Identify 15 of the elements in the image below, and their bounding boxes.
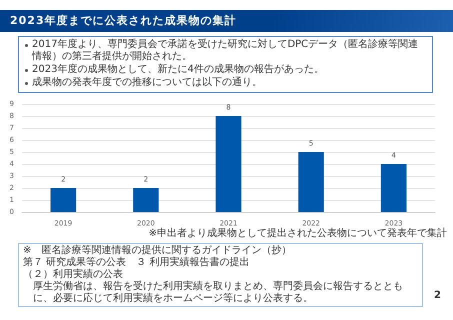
bar — [380, 164, 407, 212]
text: （２）利用実績の公表 — [23, 269, 124, 280]
bar — [216, 116, 242, 212]
text: ※ 匿名診療等関連情報の提供に関するガイドライン（抄） — [23, 245, 292, 256]
text: 成果物の発表年度での推移については以下の通り。 — [32, 77, 262, 89]
text: 2 — [434, 290, 441, 301]
text: ※申出者より成果物として提出された公表物について発表年で集計 — [148, 228, 447, 240]
text: 2017年度より、専門委員会で承諾を受けた研究に対してDPCデータ（匿名診療等関連情報）の第三者提供が開始された。 — [32, 39, 420, 63]
text: 2023年度の成果物として、新たに4件の成果物の報告があった。 — [32, 64, 324, 76]
bar — [133, 188, 159, 212]
text: 厚生労働省は、報告を受けた利用実績を取りまとめ、専門委員会に報告するとともに、必要に応じて利用実績をホームページ等により公表する。 — [32, 281, 404, 305]
bar — [50, 188, 76, 212]
text: 第７ 研究成果等の公表 ３ 利用実績報告書の提出 — [23, 257, 250, 268]
bar — [298, 152, 324, 212]
chart-title: 2023年度までに公表された成果物の集計 — [0, 10, 453, 32]
